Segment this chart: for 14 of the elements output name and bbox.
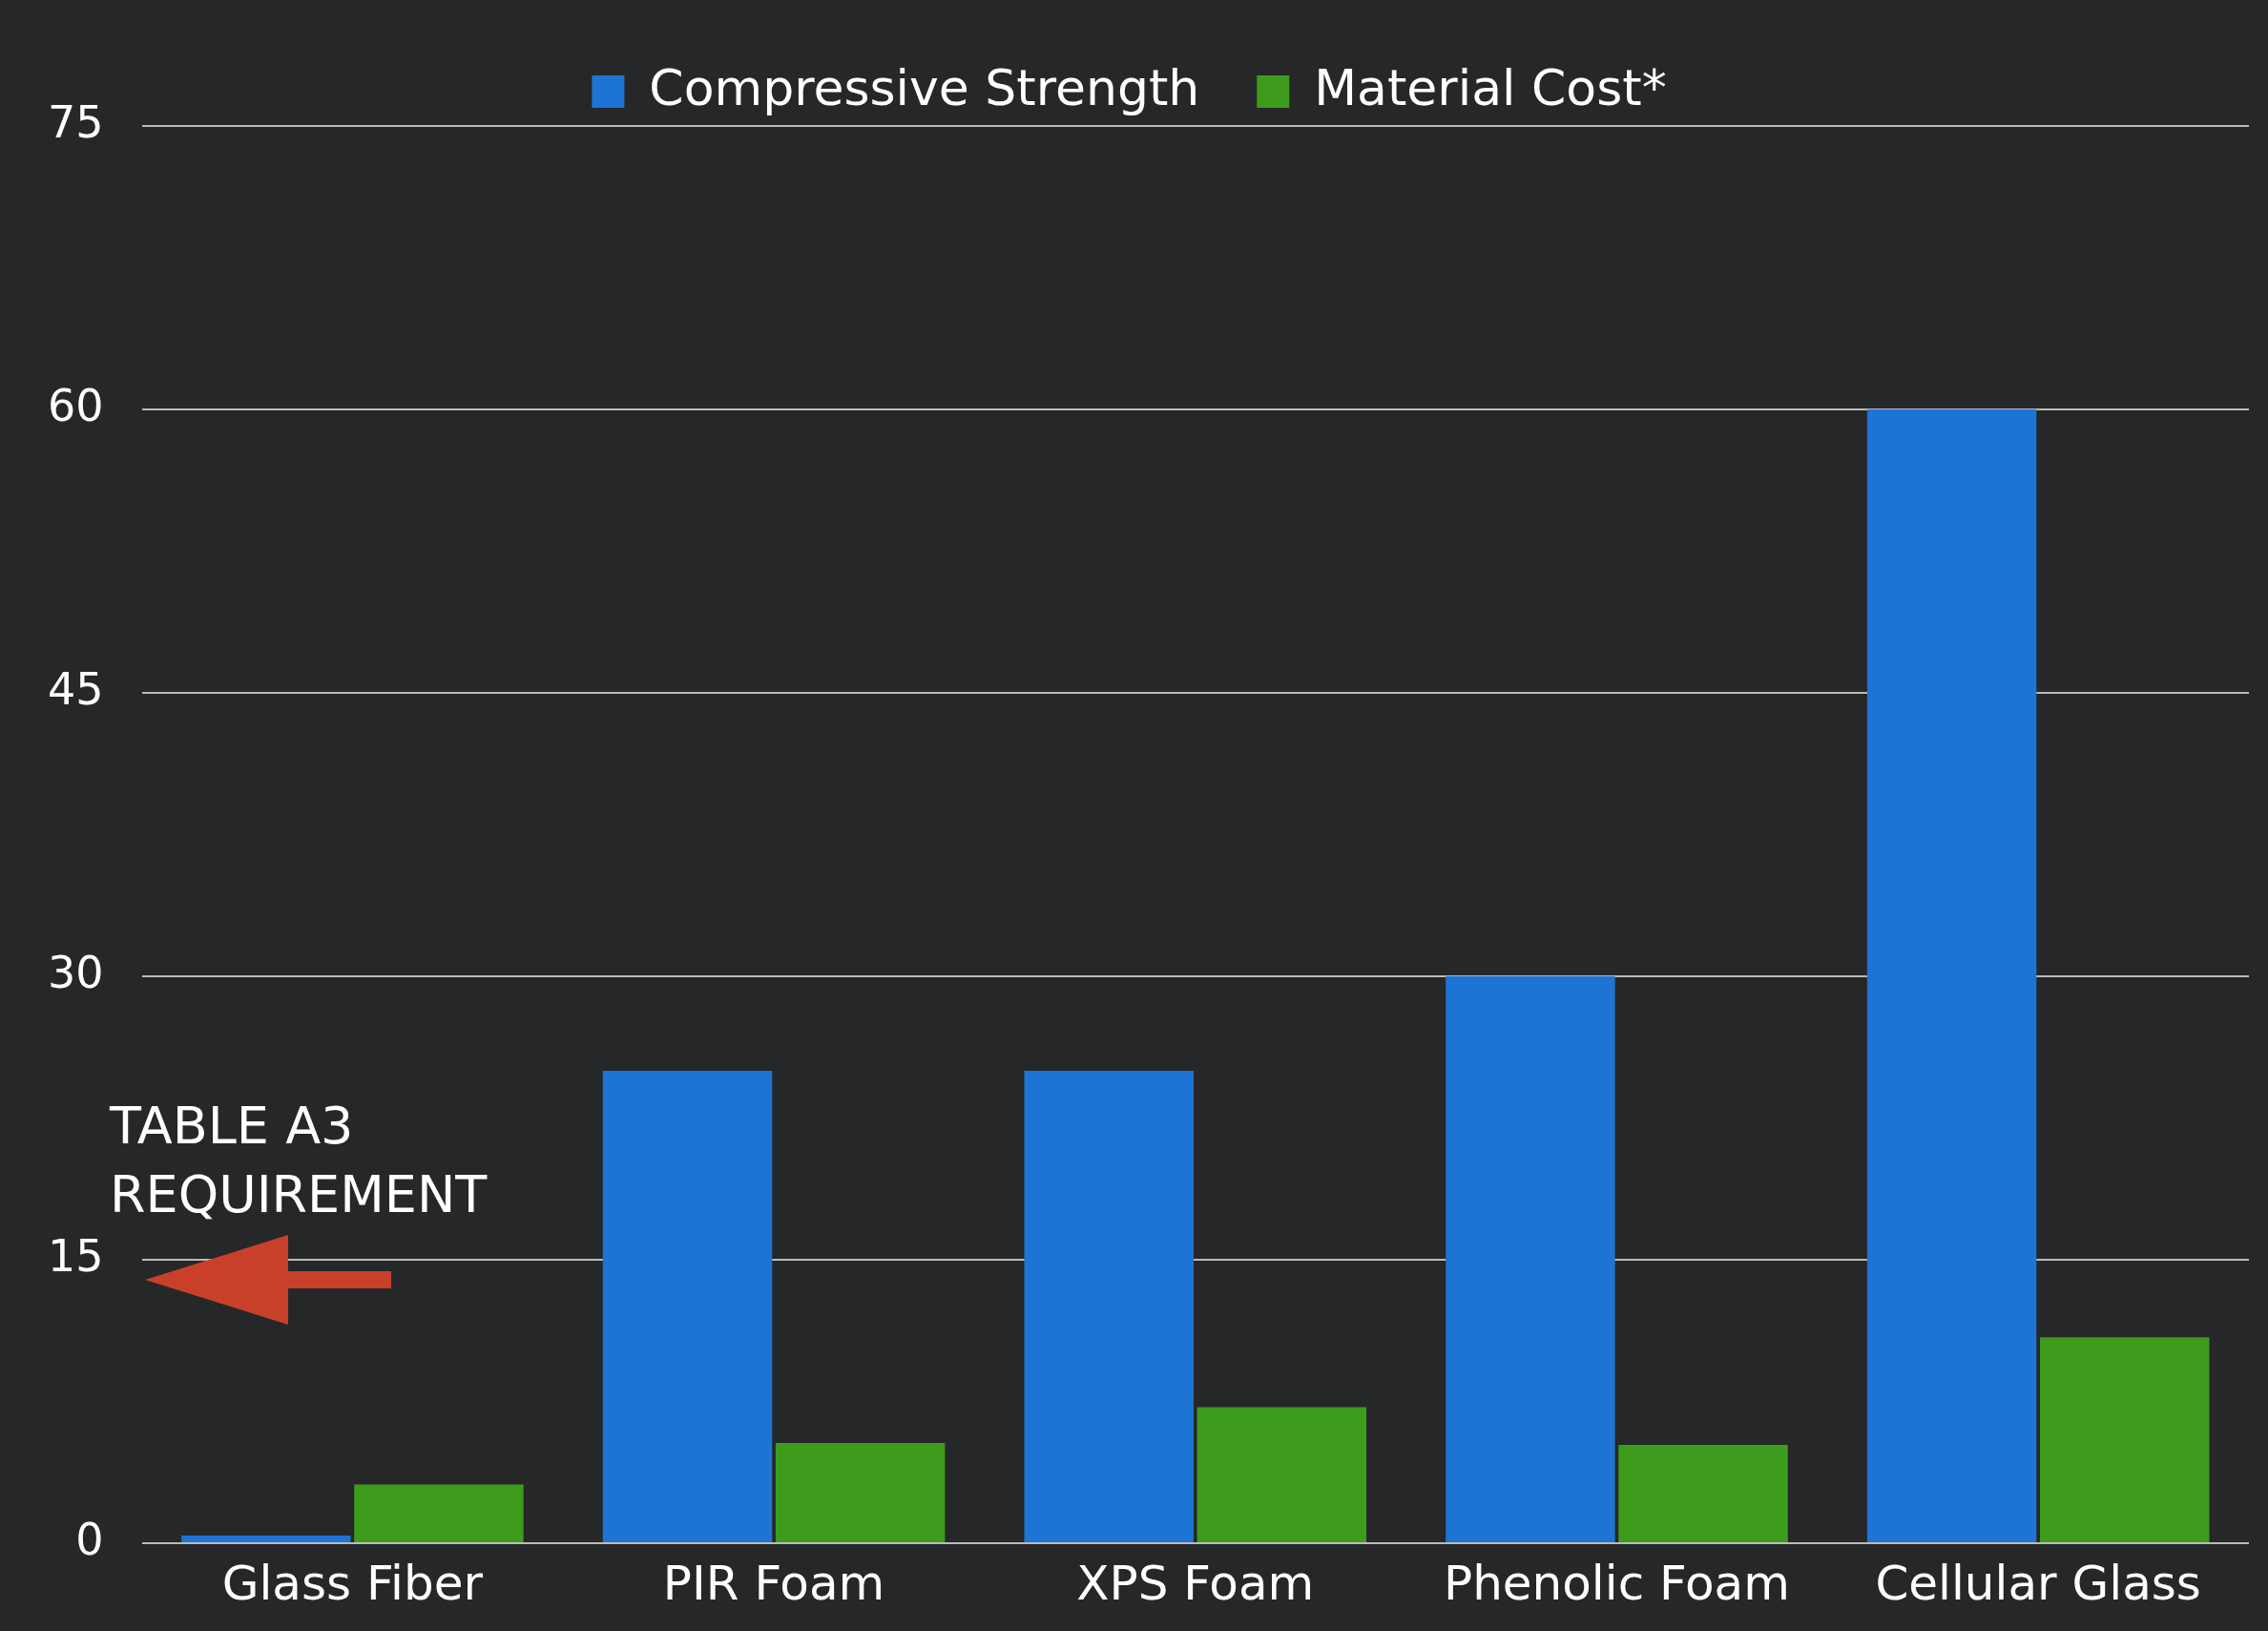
x-tick-label: Glass Fiber — [221, 1555, 484, 1611]
y-tick-label: 75 — [47, 95, 104, 148]
x-tick-label: XPS Foam — [1076, 1555, 1315, 1611]
x-tick-label: PIR Foam — [662, 1555, 885, 1611]
y-tick-label: 60 — [47, 379, 104, 431]
annotation: TABLE A3 REQUIREMENT — [109, 1096, 489, 1224]
x-tick-label: Phenolic Foam — [1443, 1555, 1790, 1611]
y-tick-label: 45 — [47, 662, 104, 715]
legend-label: Material Cost* — [1314, 58, 1667, 116]
y-tick-label: 15 — [47, 1229, 104, 1282]
y-tick-label: 30 — [47, 946, 104, 998]
y-tick-label: 0 — [75, 1513, 104, 1565]
legend-label: Compressive Strength — [649, 58, 1200, 116]
x-tick-label: Cellular Glass — [1875, 1555, 2201, 1611]
